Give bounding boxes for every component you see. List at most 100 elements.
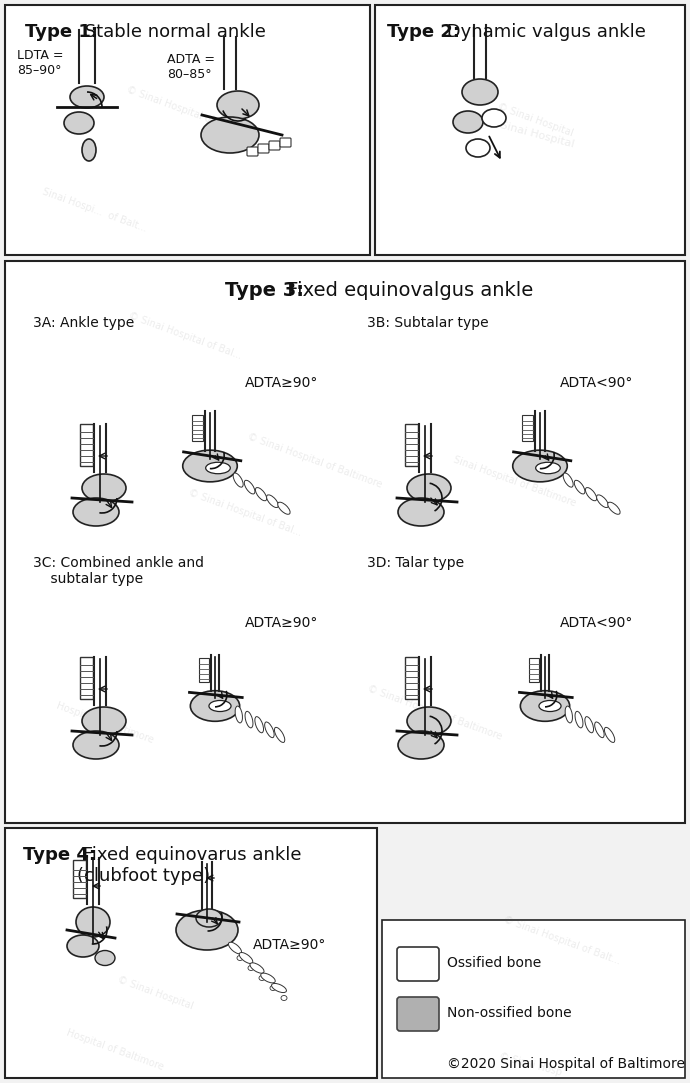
Ellipse shape (239, 953, 253, 964)
FancyBboxPatch shape (405, 425, 418, 466)
Ellipse shape (209, 701, 231, 712)
Ellipse shape (275, 728, 285, 743)
Ellipse shape (95, 951, 115, 966)
Text: Type 3:: Type 3: (225, 280, 304, 300)
Text: 3D: Talar type: 3D: Talar type (367, 556, 464, 570)
Text: Stable normal ankle: Stable normal ankle (79, 23, 266, 41)
Ellipse shape (535, 462, 560, 473)
Ellipse shape (73, 731, 119, 759)
Text: 3A: Ankle type: 3A: Ankle type (33, 316, 135, 330)
Ellipse shape (585, 717, 593, 733)
FancyBboxPatch shape (80, 657, 93, 699)
Ellipse shape (407, 707, 451, 735)
Text: Ossified bone: Ossified bone (447, 956, 541, 970)
Ellipse shape (82, 139, 96, 161)
Ellipse shape (217, 91, 259, 119)
Ellipse shape (228, 942, 242, 954)
Text: Type 2:: Type 2: (387, 23, 460, 41)
Ellipse shape (539, 701, 561, 712)
Ellipse shape (604, 728, 615, 743)
Text: Non-ossified bone: Non-ossified bone (447, 1006, 571, 1020)
Ellipse shape (248, 966, 254, 970)
Ellipse shape (407, 474, 451, 503)
Ellipse shape (462, 79, 498, 105)
Text: ADTA<90°: ADTA<90° (560, 376, 633, 390)
Ellipse shape (190, 691, 239, 721)
Ellipse shape (206, 462, 230, 473)
Ellipse shape (237, 955, 243, 961)
Text: Fixed equinovalgus ankle: Fixed equinovalgus ankle (281, 280, 533, 300)
FancyBboxPatch shape (280, 138, 291, 147)
FancyBboxPatch shape (405, 657, 418, 699)
FancyBboxPatch shape (5, 828, 377, 1078)
Text: © Sinai Hospital of Balt...: © Sinai Hospital of Balt... (502, 914, 622, 966)
Ellipse shape (82, 707, 126, 735)
Text: ADTA =
80–85°: ADTA = 80–85° (167, 53, 215, 81)
Text: © Sinai Hospital of Bal...: © Sinai Hospital of Bal... (127, 311, 243, 362)
Text: © Sinai Hospital: © Sinai Hospital (495, 102, 574, 139)
Ellipse shape (265, 722, 274, 738)
Ellipse shape (574, 480, 585, 494)
Ellipse shape (235, 706, 242, 722)
Ellipse shape (261, 974, 275, 983)
Ellipse shape (595, 722, 604, 738)
FancyBboxPatch shape (375, 5, 685, 255)
Ellipse shape (244, 480, 255, 494)
Ellipse shape (513, 451, 567, 482)
Text: ADTA<90°: ADTA<90° (560, 616, 633, 630)
Text: ADTA≥90°: ADTA≥90° (253, 938, 326, 952)
FancyBboxPatch shape (529, 658, 539, 682)
Text: © Sinai Hospital of Balt...: © Sinai Hospital of Balt... (125, 84, 245, 135)
Text: © Sinai Hospital: © Sinai Hospital (116, 975, 195, 1012)
Ellipse shape (270, 986, 276, 991)
Ellipse shape (255, 717, 264, 733)
Ellipse shape (82, 474, 126, 503)
Ellipse shape (272, 983, 286, 992)
FancyBboxPatch shape (522, 415, 533, 442)
FancyBboxPatch shape (73, 860, 86, 898)
Text: © Sinai Hospital: © Sinai Hospital (485, 117, 575, 149)
Ellipse shape (73, 498, 119, 526)
Ellipse shape (520, 691, 570, 721)
Text: © Sinai Hospital of Bal...: © Sinai Hospital of Bal... (187, 487, 303, 538)
Ellipse shape (76, 906, 110, 937)
FancyBboxPatch shape (5, 261, 685, 823)
Ellipse shape (565, 706, 573, 722)
FancyBboxPatch shape (192, 415, 203, 442)
Text: 3C: Combined ankle and
    subtalar type: 3C: Combined ankle and subtalar type (33, 556, 204, 586)
Text: Type 4:: Type 4: (23, 846, 96, 864)
Ellipse shape (176, 910, 238, 950)
Ellipse shape (266, 495, 278, 508)
Ellipse shape (398, 731, 444, 759)
Ellipse shape (64, 112, 94, 134)
Text: 3B: Subtalar type: 3B: Subtalar type (367, 316, 489, 330)
Ellipse shape (281, 995, 287, 1001)
Text: ADTA≥90°: ADTA≥90° (245, 616, 318, 630)
Ellipse shape (277, 503, 290, 514)
Ellipse shape (67, 935, 99, 957)
Text: Hospital of Baltimore: Hospital of Baltimore (65, 1028, 165, 1072)
FancyBboxPatch shape (5, 5, 370, 255)
Ellipse shape (259, 976, 265, 980)
Text: ADTA≥90°: ADTA≥90° (245, 376, 318, 390)
FancyBboxPatch shape (80, 425, 93, 466)
Text: ©2020 Sinai Hospital of Baltimore: ©2020 Sinai Hospital of Baltimore (447, 1057, 685, 1071)
Ellipse shape (597, 495, 609, 508)
Ellipse shape (482, 109, 506, 127)
Ellipse shape (250, 963, 264, 974)
Ellipse shape (585, 487, 597, 500)
Text: Sinai Hospi...  of Balt...: Sinai Hospi... of Balt... (41, 186, 148, 234)
FancyBboxPatch shape (397, 997, 439, 1031)
Text: Hospital of Baltimore: Hospital of Baltimore (55, 701, 155, 745)
Ellipse shape (245, 712, 253, 728)
Ellipse shape (70, 86, 104, 108)
Ellipse shape (255, 487, 266, 500)
Text: Type 1:: Type 1: (25, 23, 98, 41)
Ellipse shape (608, 503, 620, 514)
FancyBboxPatch shape (397, 947, 439, 981)
Text: LDTA =
85–90°: LDTA = 85–90° (17, 49, 63, 77)
Text: © Sinai Hosp: © Sinai Hosp (497, 1052, 562, 1079)
Ellipse shape (183, 451, 237, 482)
FancyBboxPatch shape (258, 144, 269, 153)
FancyBboxPatch shape (199, 658, 209, 682)
